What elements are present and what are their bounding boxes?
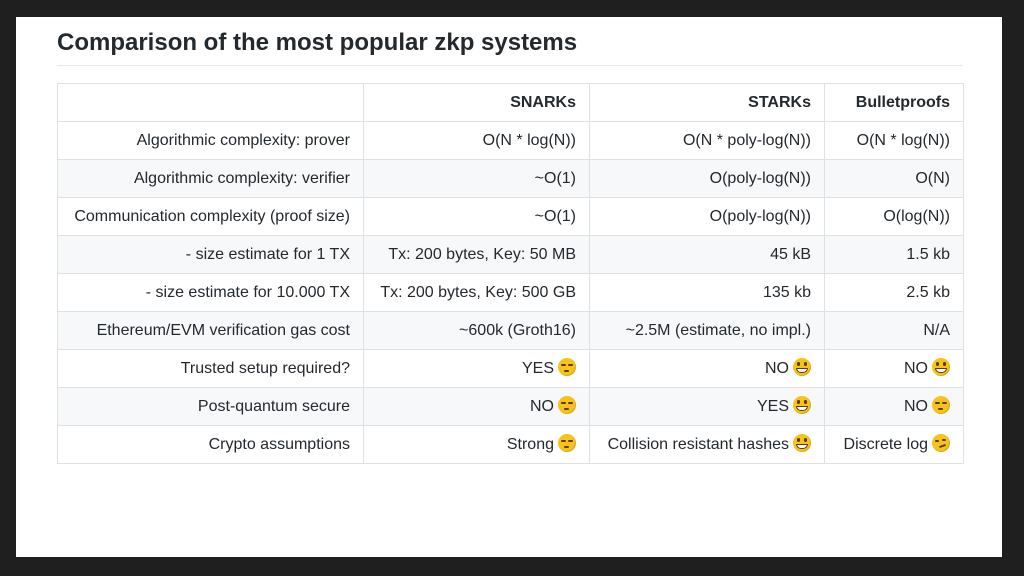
- row-label: Algorithmic complexity: prover: [57, 121, 364, 160]
- row-label: Communication complexity (proof size): [57, 197, 364, 236]
- table-cell: NO: [824, 387, 964, 426]
- cell-text: ~O(1): [534, 170, 576, 187]
- row-label: Algorithmic complexity: verifier: [57, 159, 364, 198]
- cell-text: Collision resistant hashes: [607, 436, 789, 453]
- unamused-face-icon: [558, 396, 576, 414]
- table-row: - size estimate for 1 TX Tx: 200 bytes, K…: [57, 235, 964, 274]
- row-label: Crypto assumptions: [57, 425, 364, 464]
- row-label: - size estimate for 1 TX: [57, 235, 364, 274]
- table-row: Ethereum/EVM verification gas cost ~600k …: [57, 311, 964, 350]
- table-cell: NO: [589, 349, 825, 388]
- unamused-face-icon: [558, 434, 576, 452]
- table-cell: N/A: [824, 311, 964, 350]
- cell-text: O(poly-log(N)): [709, 208, 811, 225]
- table-row: Algorithmic complexity: prover O(N * log(…: [57, 121, 964, 160]
- table-row: - size estimate for 10.000 TX Tx: 200 byt…: [57, 273, 964, 312]
- row-label: - size estimate for 10.000 TX: [57, 273, 364, 312]
- table-cell: Strong: [363, 425, 590, 464]
- table-cell: O(N): [824, 159, 964, 198]
- cell-text: ~600k (Groth16): [459, 322, 576, 339]
- document-content: Comparison of the most popular zkp syste…: [57, 27, 964, 464]
- cell-text: 135 kb: [762, 284, 811, 301]
- cell-text: Tx: 200 bytes, Key: 50 MB: [388, 246, 576, 263]
- table-cell: 135 kb: [589, 273, 825, 312]
- table-cell: 45 kB: [589, 235, 825, 274]
- cell-text: 45 kB: [770, 246, 811, 263]
- cell-text: O(poly-log(N)): [709, 170, 811, 187]
- header-cell-snarks: SNARKs: [363, 83, 590, 122]
- cell-text: O(N): [915, 170, 950, 187]
- table-cell: ~600k (Groth16): [363, 311, 590, 350]
- table-cell: ~O(1): [363, 197, 590, 236]
- grinning-face-icon: [793, 434, 811, 452]
- table-cell: 2.5 kb: [824, 273, 964, 312]
- table-row: Post-quantum secure NO YES NO: [57, 387, 964, 426]
- table-header-row: SNARKs STARKs Bulletproofs: [57, 83, 964, 122]
- table-row: Algorithmic complexity: verifier ~O(1) O(p…: [57, 159, 964, 198]
- document-frame: Comparison of the most popular zkp syste…: [16, 17, 1002, 557]
- cell-text: O(N * log(N)): [856, 132, 950, 149]
- cell-text: 1.5 kb: [906, 246, 950, 263]
- table-row: Crypto assumptions Strong Collision resist…: [57, 425, 964, 464]
- table-cell: Tx: 200 bytes, Key: 50 MB: [363, 235, 590, 274]
- table-cell: O(poly-log(N)): [589, 159, 825, 198]
- table-row: Communication complexity (proof size) ~O(…: [57, 197, 964, 236]
- cell-text: NO: [765, 360, 789, 377]
- cell-text: Discrete log: [843, 436, 928, 453]
- table-cell: YES: [589, 387, 825, 426]
- table-cell: O(N * log(N)): [363, 121, 590, 160]
- smirking-face-icon: [932, 434, 950, 452]
- header-cell-empty: [57, 83, 364, 122]
- unamused-face-icon: [558, 358, 576, 376]
- row-label: Trusted setup required?: [57, 349, 364, 388]
- header-cell-bulletproofs: Bulletproofs: [824, 83, 964, 122]
- table-cell: Collision resistant hashes: [589, 425, 825, 464]
- table-row: Trusted setup required? YES NO NO: [57, 349, 964, 388]
- table-cell: O(N * log(N)): [824, 121, 964, 160]
- row-label: Ethereum/EVM verification gas cost: [57, 311, 364, 350]
- cell-text: YES: [756, 398, 789, 415]
- table-body: Algorithmic complexity: prover O(N * log(…: [57, 121, 964, 464]
- cell-text: NO: [904, 360, 928, 377]
- grinning-face-icon: [793, 358, 811, 376]
- table-cell: ~O(1): [363, 159, 590, 198]
- cell-text: Tx: 200 bytes, Key: 500 GB: [380, 284, 576, 301]
- cell-text: O(N * log(N)): [482, 132, 576, 149]
- page-title: Comparison of the most popular zkp syste…: [57, 27, 963, 66]
- table-cell: Tx: 200 bytes, Key: 500 GB: [363, 273, 590, 312]
- grinning-face-icon: [793, 396, 811, 414]
- cell-text: O(N * poly-log(N)): [682, 132, 811, 149]
- cell-text: N/A: [923, 322, 950, 339]
- grinning-face-icon: [932, 358, 950, 376]
- cell-text: NO: [530, 398, 554, 415]
- header-cell-starks: STARKs: [589, 83, 825, 122]
- comparison-table: SNARKs STARKs Bulletproofs Algorithmic c…: [57, 83, 964, 464]
- cell-text: O(log(N)): [883, 208, 950, 225]
- row-label: Post-quantum secure: [57, 387, 364, 426]
- table-cell: O(N * poly-log(N)): [589, 121, 825, 160]
- cell-text: Strong: [506, 436, 554, 453]
- cell-text: YES: [521, 360, 554, 377]
- cell-text: NO: [904, 398, 928, 415]
- table-cell: NO: [824, 349, 964, 388]
- table-cell: 1.5 kb: [824, 235, 964, 274]
- cell-text: ~2.5M (estimate, no impl.): [625, 322, 811, 339]
- table-cell: O(log(N)): [824, 197, 964, 236]
- table-cell: YES: [363, 349, 590, 388]
- table-cell: ~2.5M (estimate, no impl.): [589, 311, 825, 350]
- table-cell: Discrete log: [824, 425, 964, 464]
- cell-text: ~O(1): [534, 208, 576, 225]
- table-cell: O(poly-log(N)): [589, 197, 825, 236]
- cell-text: 2.5 kb: [906, 284, 950, 301]
- unamused-face-icon: [932, 396, 950, 414]
- table-cell: NO: [363, 387, 590, 426]
